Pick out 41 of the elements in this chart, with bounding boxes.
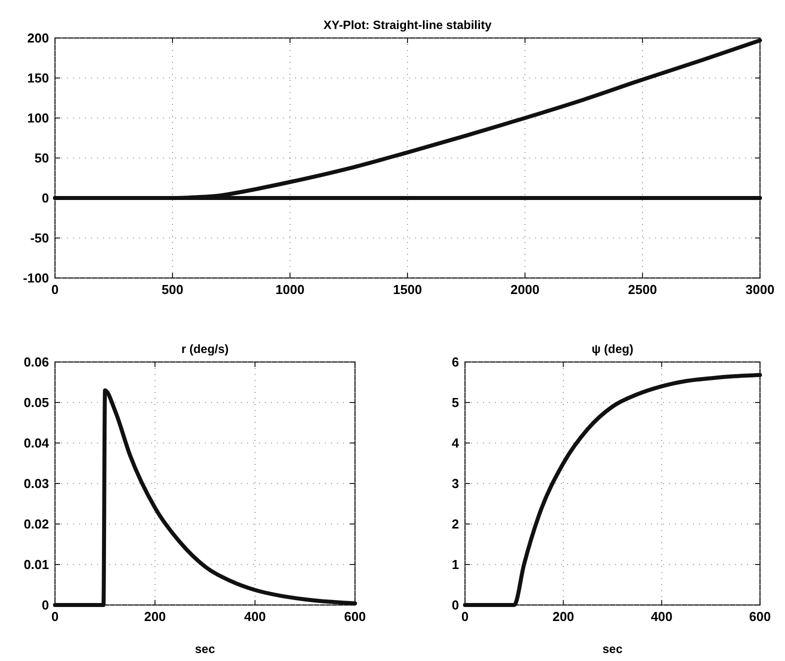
- x-axis-title: sec: [602, 642, 623, 656]
- y-tick-label: 6: [452, 354, 459, 370]
- x-tick-label: 1000: [276, 282, 304, 297]
- x-tick-label: 2000: [510, 282, 540, 297]
- x-tick-label: 0: [461, 609, 469, 624]
- y-tick-label: 0.04: [24, 436, 50, 450]
- x-tick-label: 0: [51, 282, 59, 297]
- y-tick-label: 0.02: [24, 516, 49, 532]
- y-tick-label: 50: [34, 150, 49, 166]
- y-tick-label: -50: [30, 230, 49, 246]
- y-tick-label: 0.06: [24, 354, 49, 370]
- x-tick-label: 600: [344, 609, 366, 624]
- x-tick-label: 400: [650, 609, 673, 624]
- x-tick-label: 200: [144, 609, 166, 624]
- y-tick-label: 1: [452, 557, 459, 572]
- x-tick-label: 2500: [628, 282, 657, 297]
- chart-title: ψ (deg): [592, 342, 634, 356]
- x-tick-label: 1500: [393, 282, 422, 297]
- x-tick-label: 3000: [746, 282, 774, 297]
- y-tick-label: 150: [27, 70, 49, 86]
- y-tick-label: 0.03: [24, 476, 49, 491]
- x-tick-label: 200: [552, 609, 574, 624]
- y-tick-label: -100: [22, 270, 49, 286]
- y-tick-label: 4: [452, 436, 460, 450]
- y-tick-label: 200: [27, 30, 49, 46]
- chart-title: r (deg/s): [181, 342, 229, 356]
- y-tick-label: 0: [42, 190, 49, 206]
- y-tick-label: 3: [452, 476, 459, 491]
- y-tick-label: 0.01: [24, 557, 49, 572]
- y-tick-label: 0: [42, 598, 49, 612]
- x-tick-label: 400: [244, 609, 266, 624]
- x-tick-label: 500: [162, 282, 184, 297]
- y-tick-label: 2: [452, 516, 459, 532]
- x-axis-title: sec: [194, 642, 216, 656]
- x-tick-label: 0: [51, 609, 59, 624]
- y-tick-label: 5: [452, 395, 459, 410]
- y-tick-label: 100: [27, 110, 49, 126]
- x-tick-label: 600: [749, 609, 771, 624]
- y-tick-label: 0: [452, 598, 459, 612]
- chart-title: XY-Plot: Straight-line stability: [323, 18, 492, 32]
- y-tick-label: 0.05: [24, 395, 49, 410]
